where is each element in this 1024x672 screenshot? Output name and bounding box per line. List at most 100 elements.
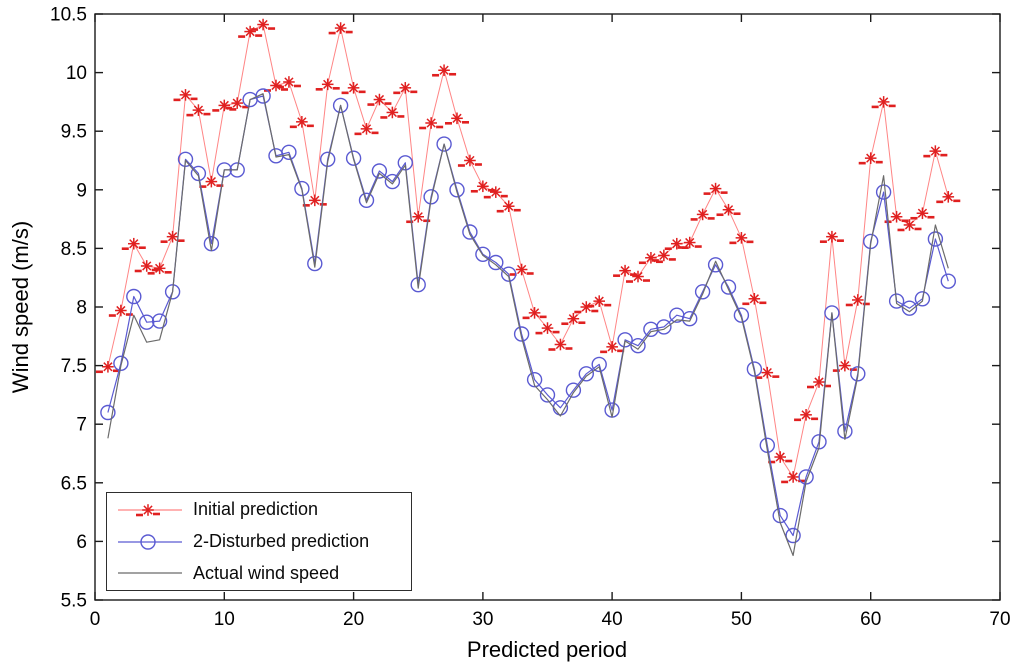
star-marker <box>470 180 495 193</box>
circle-marker <box>539 387 556 403</box>
y-tick-label: 9 <box>76 180 87 201</box>
circle-marker <box>888 293 905 309</box>
circle-marker <box>449 182 465 198</box>
star-marker <box>393 82 418 95</box>
circle-marker <box>565 382 582 398</box>
star-marker <box>548 338 573 351</box>
star-marker <box>108 304 133 317</box>
series-initial-prediction <box>95 18 961 484</box>
star-marker <box>186 104 211 117</box>
circle-marker <box>307 255 323 272</box>
circle-marker <box>190 165 207 182</box>
circle-marker <box>294 180 310 197</box>
circle-marker <box>591 356 607 373</box>
y-tick-label: 8 <box>76 298 87 319</box>
x-tick-label: 30 <box>472 609 493 630</box>
star-marker <box>845 294 870 307</box>
star-marker <box>819 230 844 243</box>
y-tick-label: 5.5 <box>61 591 87 612</box>
y-tick-label: 7 <box>76 415 87 436</box>
circle-marker <box>138 314 155 330</box>
star-marker <box>664 237 689 251</box>
star-marker <box>212 99 237 112</box>
circle-marker <box>720 279 737 295</box>
legend: Initial prediction 2-Disturbed predictio… <box>106 492 412 591</box>
circle-marker <box>682 311 698 327</box>
circle-marker <box>255 88 271 104</box>
star-marker <box>561 312 586 326</box>
y-tick-label: 8.5 <box>61 239 87 260</box>
legend-item-disturbed-prediction: 2-Disturbed prediction <box>107 527 411 557</box>
circle-marker <box>384 173 401 190</box>
legend-item-actual-wind-speed: Actual wind speed <box>107 558 411 588</box>
star-marker <box>315 78 340 91</box>
star-marker <box>95 360 120 374</box>
star-marker <box>289 116 314 129</box>
star-marker <box>302 194 327 207</box>
circle-marker <box>151 313 168 329</box>
y-tick-label: 6 <box>76 532 87 553</box>
y-tick-label: 7.5 <box>61 356 87 377</box>
star-marker <box>832 359 857 372</box>
circle-marker <box>345 150 362 166</box>
star-marker <box>923 145 948 158</box>
star-marker <box>238 25 263 38</box>
legend-label: Actual wind speed <box>193 562 340 583</box>
star-marker <box>354 123 379 136</box>
star-marker <box>160 230 185 243</box>
star-marker <box>794 409 819 422</box>
circle-marker <box>927 231 944 247</box>
circle-marker <box>513 326 530 342</box>
plot-axes: 0 10 20 30 40 50 60 70 5.5 6 6.5 7 7.5 8 8.5 9 9.5 10 10.5 <box>50 5 1011 631</box>
star-marker <box>897 219 922 232</box>
x-tick-label: 10 <box>214 609 235 630</box>
star-marker <box>729 232 754 245</box>
star-marker <box>884 210 909 224</box>
star-marker <box>807 376 831 389</box>
star-marker <box>121 237 146 251</box>
series-actual-wind-speed <box>107 93 949 557</box>
y-tick-label: 9.5 <box>61 122 87 143</box>
star-marker <box>742 292 767 306</box>
circle-marker <box>578 366 594 382</box>
star-marker <box>509 263 534 276</box>
star-marker <box>600 341 625 354</box>
star-marker <box>406 210 431 224</box>
star-marker <box>871 96 896 109</box>
legend-item-initial-prediction: Initial prediction <box>107 495 411 525</box>
y-axis-title: Wind speed (m/s) <box>8 221 33 393</box>
star-marker <box>380 106 405 119</box>
star-marker <box>535 322 560 335</box>
star-marker <box>496 200 521 213</box>
initial-prediction-marker-icon <box>118 503 182 517</box>
disturbed-prediction-marker-icon <box>118 533 182 550</box>
star-marker <box>419 117 444 130</box>
star-marker <box>936 191 961 204</box>
x-tick-label: 50 <box>731 609 752 630</box>
circle-marker <box>617 332 633 348</box>
star-marker <box>781 471 806 484</box>
star-marker <box>716 203 741 217</box>
star-marker <box>651 249 676 262</box>
circle-marker <box>475 246 491 263</box>
circle-marker <box>707 257 724 273</box>
circle-marker <box>281 144 297 161</box>
x-tick-label: 20 <box>343 609 364 630</box>
star-marker <box>690 208 715 221</box>
circle-marker <box>488 254 504 271</box>
x-tick-label: 70 <box>989 609 1010 630</box>
x-tick-label: 60 <box>860 609 881 630</box>
star-marker <box>626 270 650 283</box>
star-marker <box>367 93 392 106</box>
series-2-disturbed-prediction <box>100 88 956 544</box>
star-marker <box>858 152 883 165</box>
circle-marker <box>371 163 388 179</box>
circle-marker <box>630 338 646 354</box>
star-marker <box>677 236 702 249</box>
circle-marker <box>733 307 750 323</box>
star-marker <box>768 451 793 464</box>
circle-marker <box>332 97 349 114</box>
legend-label: 2-Disturbed prediction <box>193 531 370 551</box>
circle-marker <box>436 136 452 152</box>
